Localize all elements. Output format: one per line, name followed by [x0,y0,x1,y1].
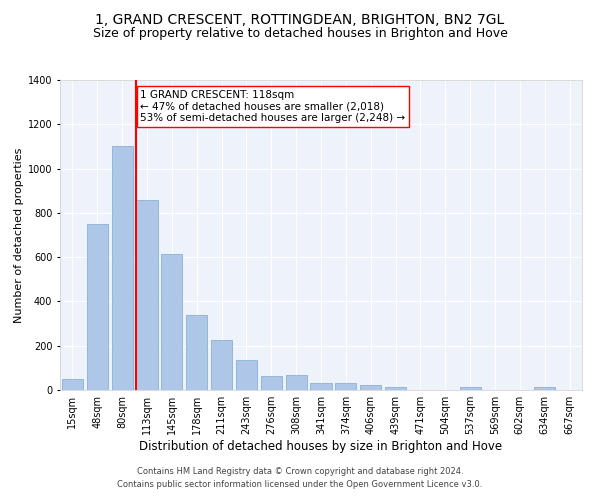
Bar [261,376,282,390]
Bar [335,384,356,390]
Bar [112,146,133,390]
Bar [87,224,108,390]
Bar [460,388,481,390]
Bar [534,388,555,390]
Bar [286,374,307,390]
Text: Size of property relative to detached houses in Brighton and Hove: Size of property relative to detached ho… [92,28,508,40]
Bar [211,340,232,390]
Bar [136,200,158,390]
Text: 1 GRAND CRESCENT: 118sqm
← 47% of detached houses are smaller (2,018)
53% of sem: 1 GRAND CRESCENT: 118sqm ← 47% of detach… [140,90,405,123]
Bar [236,360,257,390]
Text: Contains HM Land Registry data © Crown copyright and database right 2024.: Contains HM Land Registry data © Crown c… [137,467,463,476]
Bar [161,254,182,390]
Bar [310,384,332,390]
X-axis label: Distribution of detached houses by size in Brighton and Hove: Distribution of detached houses by size … [139,440,503,453]
Bar [385,388,406,390]
Text: 1, GRAND CRESCENT, ROTTINGDEAN, BRIGHTON, BN2 7GL: 1, GRAND CRESCENT, ROTTINGDEAN, BRIGHTON… [95,12,505,26]
Text: Contains public sector information licensed under the Open Government Licence v3: Contains public sector information licen… [118,480,482,489]
Bar [62,379,83,390]
Bar [360,385,381,390]
Y-axis label: Number of detached properties: Number of detached properties [14,148,23,322]
Bar [186,314,207,390]
